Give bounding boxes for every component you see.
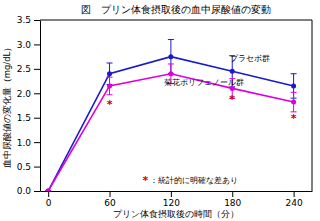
line xyxy=(48,57,293,191)
annotations: ***プラセボ群菊花ポリフェノール群*：統計的に明確な差あり xyxy=(107,54,297,187)
tick-mark xyxy=(171,191,172,197)
tick-label: 3.5 xyxy=(17,15,31,25)
axis-line xyxy=(41,191,313,192)
tick-label: 0.5 xyxy=(17,162,31,172)
point xyxy=(107,71,112,76)
frame xyxy=(40,20,312,21)
line xyxy=(48,74,293,191)
title: 図 プリン体食摂取後の血中尿酸値の変動 xyxy=(81,4,271,15)
tick-label: 1.5 xyxy=(17,113,31,123)
tick-mark xyxy=(34,142,40,143)
tick: 1.0 xyxy=(17,138,40,148)
tick: 0.0 xyxy=(17,186,40,196)
tick-label: 2.0 xyxy=(17,89,32,99)
tick-mark xyxy=(110,191,111,197)
chart: 0 60 120 180 240 0.0 0.5 1.0 1.5 2.0 2.5 3.0 3.5 * * * プ… xyxy=(0,0,320,221)
marks xyxy=(45,40,296,191)
error-bar-cap xyxy=(291,73,297,74)
point xyxy=(168,71,173,76)
tick: 0 xyxy=(46,191,52,208)
tick-mark xyxy=(34,191,40,192)
point xyxy=(291,83,296,88)
tick-mark xyxy=(34,20,40,21)
annotation: プラセボ群 xyxy=(230,54,270,63)
point xyxy=(291,100,296,105)
tick-label: 180 xyxy=(224,198,241,208)
tick-mark xyxy=(48,191,49,197)
plot: 0 60 120 180 240 0.0 0.5 1.0 1.5 2.0 2.5 3.0 3.5 * * * プ… xyxy=(17,15,313,208)
error-bar-cap xyxy=(107,62,113,63)
tick-label: 1.0 xyxy=(17,138,32,148)
error-bar-cap xyxy=(168,63,174,64)
tick: 2.0 xyxy=(17,89,40,99)
point xyxy=(230,69,235,74)
tick-mark xyxy=(34,69,40,70)
tick-mark xyxy=(34,118,40,119)
frame xyxy=(312,20,313,191)
tick: 3.0 xyxy=(17,40,40,50)
error-bar xyxy=(291,92,297,112)
tick-mark xyxy=(34,44,40,45)
error-bar xyxy=(107,77,113,95)
annotation: * xyxy=(107,98,113,111)
tick: 240 xyxy=(286,191,303,208)
tick-mark xyxy=(34,167,40,168)
error-bar-cap xyxy=(168,39,174,40)
tick-mark xyxy=(34,93,40,94)
tick-label: 2.5 xyxy=(17,64,31,74)
tick-label: 3.0 xyxy=(17,40,32,50)
y-axis: 0.0 0.5 1.0 1.5 2.0 2.5 3.0 3.5 xyxy=(17,15,41,196)
error-bar-cap xyxy=(107,94,113,95)
tick-mark xyxy=(294,191,295,197)
tick: 3.5 xyxy=(17,15,40,25)
tick-label: 0 xyxy=(46,198,52,208)
x-axis-title: プリン体食摂取後の時間（分） xyxy=(113,209,239,219)
error-bar-cap xyxy=(107,77,113,78)
tick: 180 xyxy=(224,191,241,208)
series xyxy=(45,64,296,191)
error-bar-cap xyxy=(291,92,297,93)
point xyxy=(168,54,173,59)
tick-label: 0.0 xyxy=(17,186,32,196)
point xyxy=(107,83,112,88)
tick-label: 60 xyxy=(104,198,116,208)
x-axis: 0 60 120 180 240 xyxy=(41,191,313,208)
annotation: * xyxy=(142,174,148,187)
series xyxy=(45,40,296,191)
tick: 120 xyxy=(163,191,180,208)
point xyxy=(46,189,51,192)
tick: 2.5 xyxy=(17,64,40,74)
y-axis-title: 血中尿酸値の変化量（mg/dL） xyxy=(2,43,12,169)
tick: 0.5 xyxy=(17,162,40,172)
tick: 60 xyxy=(104,191,116,208)
annotation: 菊花ポリフェノール群 xyxy=(164,78,244,87)
tick: 1.5 xyxy=(17,113,40,123)
tick-label: 120 xyxy=(163,198,180,208)
annotation: * xyxy=(229,93,235,106)
axis-line xyxy=(40,21,41,192)
tick-mark xyxy=(232,191,233,197)
tick-label: 240 xyxy=(286,198,303,208)
annotation: * xyxy=(291,112,297,125)
annotation: ：統計的に明確な差あり xyxy=(150,176,238,185)
